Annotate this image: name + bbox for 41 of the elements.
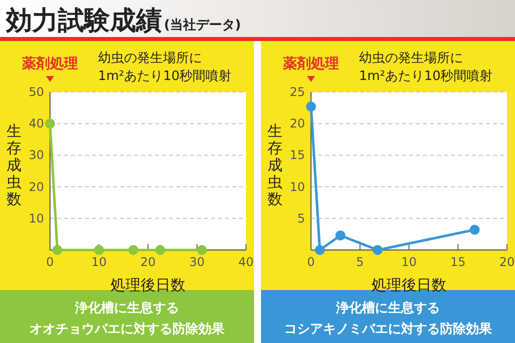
point bbox=[314, 245, 325, 255]
x-tick-label: 5 bbox=[356, 255, 364, 269]
y-tick-label: 20 bbox=[290, 116, 305, 131]
text: 浄化槽に生息する bbox=[335, 300, 440, 316]
y-tick-label: 15 bbox=[290, 148, 305, 162]
y-tick-label: 10 bbox=[290, 180, 305, 194]
x-tick-label: 20 bbox=[140, 255, 156, 269]
x-tick-label: 40 bbox=[238, 255, 254, 269]
text: 1m²あたり10秒間噴射 bbox=[359, 69, 493, 84]
y-tick-label: 40 bbox=[28, 116, 44, 131]
y-tick-label: 25 bbox=[290, 85, 305, 99]
text: 浄化槽に生息する bbox=[74, 300, 179, 316]
x-tick-label: 0 bbox=[307, 255, 315, 269]
x-tick-label: 30 bbox=[189, 255, 205, 269]
x-axis-title: 処理後日数 bbox=[372, 276, 446, 294]
y-axis-title: 生存成虫数 bbox=[6, 122, 22, 208]
x-tick-label: 0 bbox=[46, 255, 54, 269]
text: 幼虫の発生場所に bbox=[98, 51, 202, 66]
point bbox=[306, 102, 316, 112]
x-tick-label: 10 bbox=[401, 255, 417, 269]
x-tick-label: 20 bbox=[499, 255, 515, 269]
point bbox=[372, 245, 383, 255]
x-tick-label: 10 bbox=[91, 255, 107, 269]
text: 幼虫の発生場所に bbox=[359, 51, 463, 66]
text: 薬剤処理 bbox=[21, 55, 78, 72]
y-tick-label: 50 bbox=[28, 85, 44, 99]
x-tick-label: 15 bbox=[450, 255, 466, 269]
chart-title: 効力試験成績 bbox=[6, 6, 162, 36]
text: コシアキノミバエに対する防除効果 bbox=[284, 321, 493, 337]
y-tick-label: 10 bbox=[28, 211, 44, 226]
y-axis-title: 生存成虫数 bbox=[268, 122, 282, 208]
chart-subtitle: (当社データ) bbox=[164, 17, 241, 33]
point bbox=[470, 224, 480, 235]
x-axis-title: 処理後日数 bbox=[110, 276, 186, 294]
text: 薬剤処理 bbox=[282, 55, 339, 72]
y-tick-label: 5 bbox=[297, 211, 305, 226]
text: オオチョウバエに対する防除効果 bbox=[30, 321, 226, 337]
y-tick-label: 30 bbox=[28, 148, 44, 162]
text: 1m²あたり10秒間噴射 bbox=[98, 69, 232, 84]
point bbox=[335, 230, 346, 240]
y-tick-label: 20 bbox=[28, 180, 44, 194]
